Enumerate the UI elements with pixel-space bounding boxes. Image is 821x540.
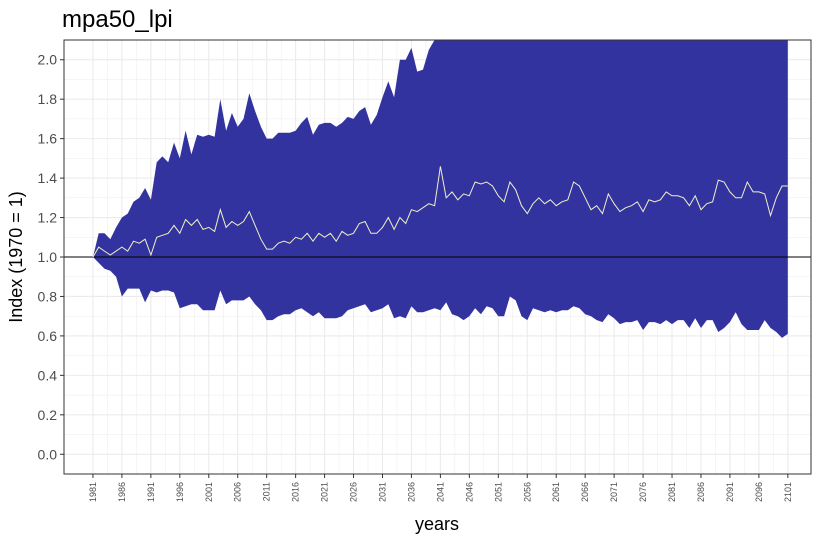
x-tick-label: 2081 (667, 482, 677, 502)
mean-line-layer (92, 166, 788, 258)
x-tick-label: 1981 (88, 482, 98, 502)
x-tick-label: 2031 (377, 482, 387, 502)
x-tick-label: 2046 (464, 482, 474, 502)
x-axis-title: years (415, 514, 459, 534)
y-tick-label: 0.6 (38, 328, 58, 344)
x-tick-label: 2096 (754, 482, 764, 502)
y-tick-label: 0.4 (38, 367, 58, 383)
x-tick-label: 2016 (291, 482, 301, 502)
x-tick-label: 2066 (580, 482, 590, 502)
y-axis: 0.0 0.2 0.4 0.6 0.8 1.0 1.2 1.4 1.6 1.8 2.0 (38, 52, 64, 462)
x-tick-label: 2026 (349, 482, 359, 502)
y-tick-label: 0.2 (38, 407, 58, 423)
x-tick-label: 2051 (493, 482, 503, 502)
x-tick-label: 1991 (146, 482, 156, 502)
y-tick-label: 0.0 (38, 446, 58, 462)
x-tick-label: 2021 (320, 482, 330, 502)
band-layer (93, 40, 788, 338)
y-tick-label: 1.0 (38, 249, 58, 265)
x-tick-label: 2011 (262, 482, 272, 501)
x-tick-label: 1986 (117, 482, 127, 502)
x-tick-label: 2006 (233, 482, 243, 502)
y-tick-label: 2.0 (38, 52, 58, 68)
confidence-band (93, 40, 788, 338)
mean-line (92, 166, 788, 258)
chart-title: mpa50_lpi (62, 6, 173, 33)
x-tick-label: 2071 (609, 482, 619, 502)
x-tick-label: 2001 (204, 482, 214, 502)
x-tick-label: 2091 (725, 482, 735, 502)
y-tick-label: 1.2 (38, 210, 58, 226)
y-tick-label: 1.8 (38, 91, 58, 107)
x-tick-label: 2056 (522, 482, 532, 502)
x-tick-label: 1996 (175, 482, 185, 502)
y-tick-label: 0.8 (38, 288, 58, 304)
y-tick-label: 1.4 (38, 170, 58, 186)
x-tick-label: 2086 (696, 482, 706, 502)
x-tick-label: 2076 (638, 482, 648, 502)
y-axis-title: Index (1970 = 1) (6, 191, 26, 323)
x-tick-label: 2061 (551, 482, 561, 502)
x-tick-label: 2036 (406, 482, 416, 502)
x-tick-label: 2101 (783, 482, 793, 502)
x-tick-label: 2041 (435, 482, 445, 502)
y-tick-label: 1.6 (38, 131, 58, 147)
x-axis: 1981 1986 1991 1996 2001 2006 2011 2016 2021 2026… (88, 474, 793, 502)
